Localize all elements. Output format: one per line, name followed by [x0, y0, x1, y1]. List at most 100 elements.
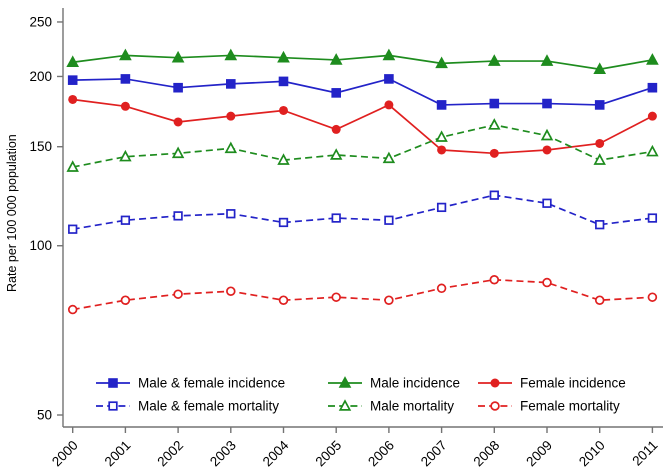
series-2-marker — [226, 111, 236, 121]
series-line-5 — [72, 278, 653, 311]
series-1-marker — [593, 62, 607, 75]
series-0-marker — [489, 98, 500, 109]
series-3-marker — [331, 213, 341, 223]
legend-label: Male & female mortality — [138, 399, 279, 414]
x-tick-label: 2003 — [207, 438, 239, 470]
legend-marker — [338, 376, 352, 388]
series-2-marker — [595, 138, 605, 148]
series-4-marker — [329, 148, 343, 160]
series-1-marker — [224, 48, 238, 61]
series-3-marker — [173, 211, 183, 221]
series-5-marker — [331, 292, 341, 302]
series-1-marker — [119, 48, 132, 61]
series-2-marker — [173, 117, 183, 127]
series-3-marker — [120, 215, 131, 225]
series-0-marker — [384, 74, 394, 84]
series-5-marker — [647, 292, 658, 302]
series-2-marker — [647, 111, 657, 121]
series-5-marker — [67, 304, 78, 315]
series-4-marker — [224, 141, 238, 154]
series-4-marker — [646, 144, 659, 157]
series-5-marker — [384, 295, 394, 305]
series-3-marker — [226, 209, 236, 219]
series-2-marker — [489, 148, 499, 158]
series-3-marker — [68, 224, 78, 234]
series-3-marker — [436, 202, 447, 213]
series-2-marker — [542, 145, 552, 155]
legend-marker — [338, 399, 352, 411]
legend-marker — [108, 378, 118, 388]
series-1-marker — [487, 54, 501, 66]
legend-marker — [108, 401, 118, 411]
series-1-marker — [171, 50, 185, 63]
x-tick-label: 2002 — [154, 438, 186, 470]
series-2-marker — [68, 94, 78, 104]
series-0-marker — [331, 88, 341, 98]
series-0-marker — [278, 76, 289, 87]
y-tick-label: 250 — [29, 14, 52, 29]
y-tick-label: 200 — [29, 69, 52, 84]
series-4-marker — [277, 153, 290, 165]
series-1-marker — [646, 53, 659, 65]
legend-label: Male mortality — [370, 399, 454, 414]
series-3-marker — [595, 220, 605, 230]
y-axis-title: Rate per 100 000 population — [5, 134, 19, 292]
series-line-4 — [72, 124, 653, 168]
series-5-marker — [594, 295, 605, 305]
series-2-marker — [279, 105, 288, 115]
series-3-marker — [489, 190, 499, 200]
x-tick-label: 2005 — [312, 438, 344, 470]
series-5-marker — [120, 295, 131, 305]
series-0-marker — [173, 82, 183, 93]
x-tick-label: 2011 — [629, 438, 660, 469]
legend-marker — [490, 378, 500, 388]
series-1-marker — [540, 54, 554, 66]
series-0-marker — [226, 79, 236, 89]
legend-label: Male & female incidence — [138, 376, 285, 391]
series-5-marker — [542, 277, 552, 288]
x-tick-label: 2008 — [471, 438, 503, 470]
y-tick-label: 50 — [37, 408, 52, 423]
legend-label: Female incidence — [520, 376, 626, 391]
series-3-marker — [278, 217, 289, 228]
series-5-marker — [436, 283, 447, 294]
series-3-marker — [647, 213, 658, 223]
series-4-marker — [119, 149, 132, 162]
series-5-marker — [278, 295, 289, 305]
x-tick-label: 2010 — [576, 438, 608, 470]
series-4-marker — [488, 118, 501, 130]
series-line-2 — [72, 98, 653, 155]
series-5-marker — [226, 286, 236, 296]
series-4-marker — [171, 146, 185, 159]
series-3-marker — [542, 198, 552, 208]
series-0-marker — [436, 100, 447, 110]
series-0-marker — [120, 74, 131, 84]
series-4-marker — [66, 160, 79, 172]
x-tick-label: 2001 — [102, 438, 134, 470]
series-0-marker — [647, 82, 658, 93]
series-5-marker — [173, 289, 183, 299]
series-0-marker — [594, 100, 605, 110]
series-4-marker — [593, 153, 606, 165]
series-line-3 — [72, 194, 653, 231]
x-tick-label: 2006 — [365, 438, 397, 470]
x-tick-label: 2009 — [523, 438, 555, 470]
series-1-marker — [382, 48, 396, 61]
legend-marker — [490, 401, 500, 411]
series-line-0 — [72, 78, 653, 106]
series-1-marker — [277, 50, 290, 63]
series-4-marker — [540, 128, 554, 141]
y-tick-label: 100 — [29, 238, 52, 253]
series-2-marker — [331, 124, 341, 134]
series-1-marker — [435, 56, 448, 69]
x-tick-label: 2004 — [260, 437, 292, 469]
x-tick-label: 2000 — [49, 438, 81, 470]
series-4-marker — [435, 130, 448, 142]
series-1-marker — [66, 55, 80, 68]
series-1-marker — [329, 53, 343, 65]
series-line-1 — [72, 54, 653, 71]
series-3-marker — [384, 215, 394, 225]
series-2-marker — [120, 101, 130, 111]
